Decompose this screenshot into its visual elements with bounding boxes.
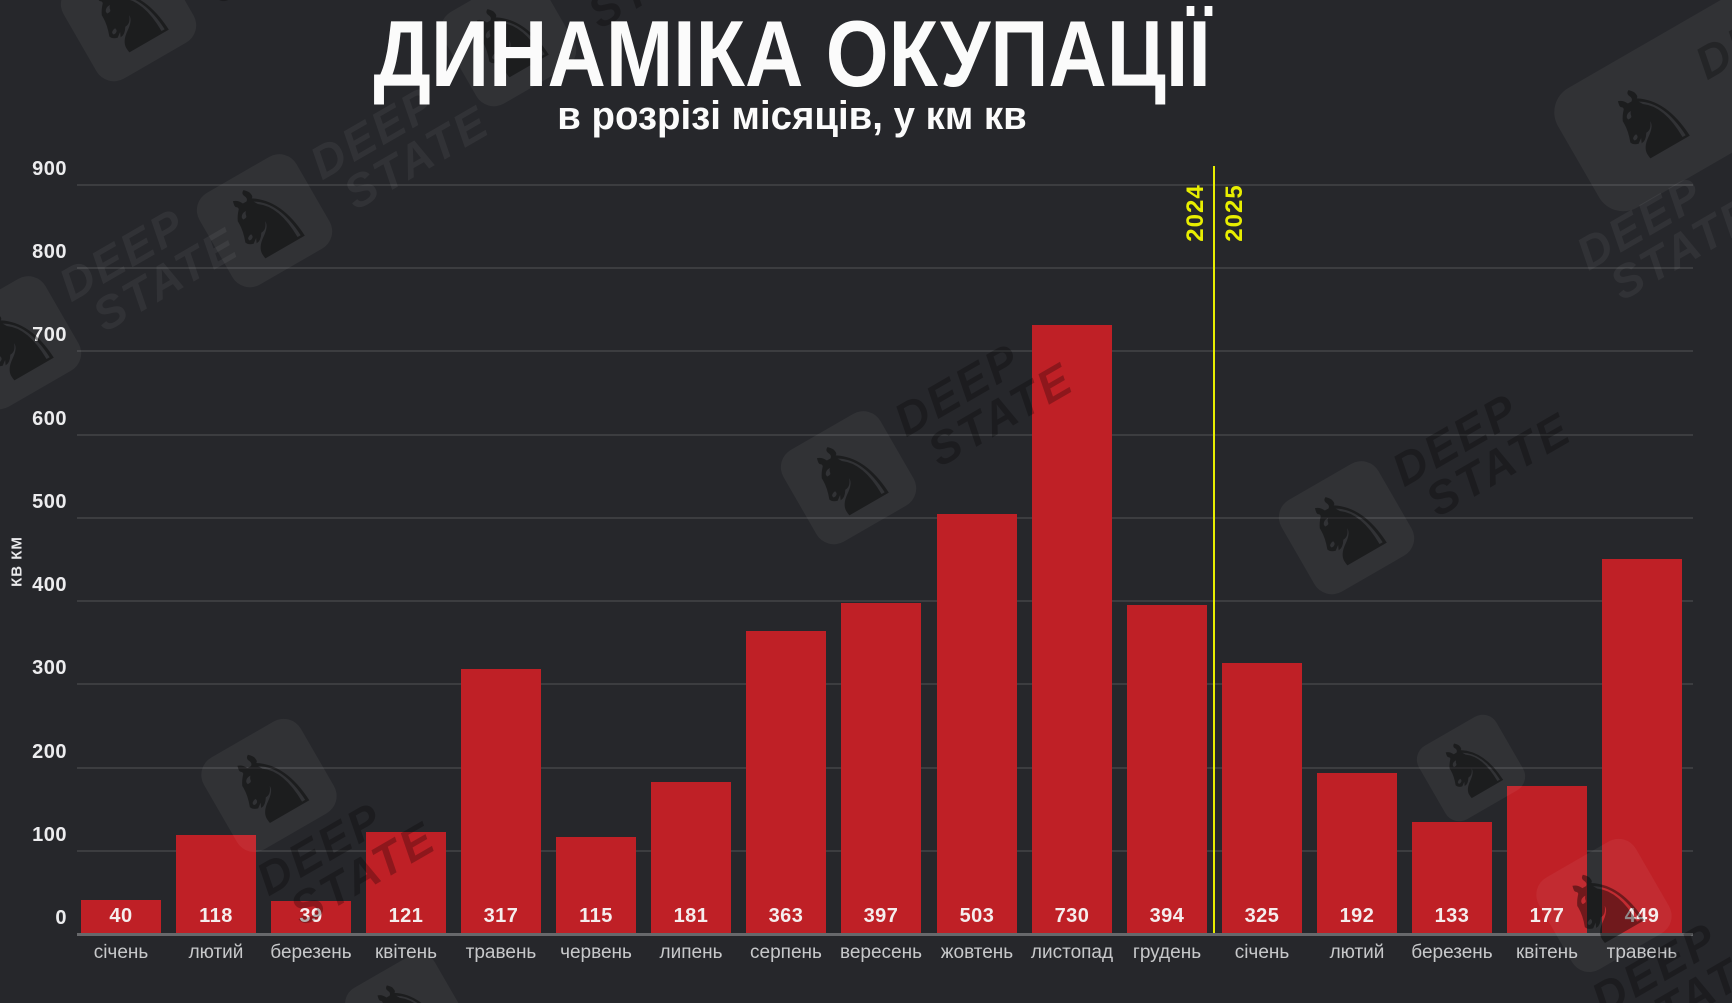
knight-icon: ♞ bbox=[1281, 457, 1412, 598]
bar-value-label: 133 bbox=[1434, 905, 1470, 927]
y-tick-800: 800 bbox=[32, 241, 67, 263]
x-tick-month: березень bbox=[270, 942, 352, 963]
bar-value-label: 397 bbox=[863, 905, 899, 927]
y-axis-label: КВ КМ bbox=[8, 536, 26, 587]
knight-icon: ♞ bbox=[199, 150, 330, 291]
gridline-700 bbox=[77, 350, 1693, 352]
x-tick-month: січень bbox=[93, 942, 149, 963]
gridline-400 bbox=[77, 600, 1693, 602]
bar-травень-4 bbox=[461, 669, 541, 933]
y-tick-400: 400 bbox=[32, 574, 67, 596]
x-tick-month: серпень bbox=[750, 942, 822, 963]
bar-лютий-1 bbox=[176, 835, 256, 933]
year-divider-line bbox=[1213, 166, 1215, 933]
bar-листопад-10 bbox=[1032, 325, 1112, 933]
chart-header: ДИНАМІКА ОКУПАЦІЇ в розрізі місяців, у к… bbox=[0, 6, 1584, 139]
y-tick-600: 600 bbox=[32, 408, 67, 430]
bar-value-label: 394 bbox=[1149, 905, 1185, 927]
bar-жовтень-9 bbox=[937, 514, 1017, 933]
year-label-left: 2024 bbox=[1182, 184, 1209, 242]
deepstate-knight-badge: ♞ bbox=[773, 403, 924, 552]
year-label-right: 2025 bbox=[1221, 184, 1248, 242]
y-tick-300: 300 bbox=[32, 657, 67, 679]
x-tick-month: лютий bbox=[1329, 942, 1385, 963]
bar-березень-2 bbox=[271, 901, 351, 933]
chart-subtitle: в розрізі місяців, у км кв bbox=[557, 93, 1027, 138]
bar-серпень-7 bbox=[746, 631, 826, 933]
y-tick-100: 100 bbox=[32, 824, 67, 846]
x-tick-month: січень bbox=[1234, 942, 1290, 963]
x-axis-line bbox=[77, 933, 1693, 936]
bar-value-label: 177 bbox=[1529, 905, 1565, 927]
bar-січень-12 bbox=[1222, 663, 1302, 933]
gridline-500 bbox=[77, 517, 1693, 519]
bar-травень-16 bbox=[1602, 559, 1682, 933]
bar-січень-0 bbox=[81, 900, 161, 933]
chart-title: ДИНАМІКА ОКУПАЦІЇ bbox=[373, 1, 1211, 106]
bar-value-label: 181 bbox=[673, 905, 709, 927]
y-tick-500: 500 bbox=[32, 491, 67, 513]
x-tick-month: травень bbox=[465, 942, 537, 963]
bar-value-label: 115 bbox=[579, 905, 613, 927]
y-tick-200: 200 bbox=[32, 741, 67, 763]
bar-value-label: 730 bbox=[1054, 905, 1090, 927]
x-tick-month: грудень bbox=[1132, 942, 1202, 963]
bar-квітень-15 bbox=[1507, 786, 1587, 933]
gridline-800 bbox=[77, 267, 1693, 269]
bar-value-label: 317 bbox=[483, 905, 519, 927]
bar-value-label: 325 bbox=[1244, 905, 1280, 927]
bar-березень-14 bbox=[1412, 822, 1492, 933]
x-tick-month: липень bbox=[659, 942, 723, 963]
y-tick-900: 900 bbox=[32, 158, 67, 180]
gridline-900 bbox=[77, 184, 1693, 186]
bar-value-label: 121 bbox=[388, 905, 424, 927]
x-tick-month: жовтень bbox=[940, 942, 1014, 963]
x-tick-month: лютий bbox=[188, 942, 244, 963]
x-tick-month: квітень bbox=[1515, 942, 1579, 963]
bar-value-label: 40 bbox=[109, 905, 133, 927]
x-tick-month: травень bbox=[1606, 942, 1678, 963]
bar-value-label: 503 bbox=[959, 905, 995, 927]
bar-грудень-11 bbox=[1127, 605, 1207, 933]
bar-лютий-13 bbox=[1317, 773, 1397, 933]
bar-вересень-8 bbox=[841, 603, 921, 933]
x-tick-month: червень bbox=[560, 942, 632, 963]
y-tick-700: 700 bbox=[32, 324, 67, 346]
gridline-600 bbox=[77, 434, 1693, 436]
bar-value-label: 449 bbox=[1624, 905, 1660, 927]
bar-липень-6 bbox=[651, 782, 731, 933]
deepstate-knight-badge: ♞ bbox=[1271, 453, 1422, 602]
bar-value-label: 192 bbox=[1339, 905, 1375, 927]
x-tick-month: квітень bbox=[374, 942, 438, 963]
knight-icon: ♞ bbox=[203, 715, 335, 856]
y-tick-0: 0 bbox=[55, 907, 67, 929]
bar-value-label: 118 bbox=[199, 905, 233, 927]
bar-value-label: 363 bbox=[768, 905, 804, 927]
x-tick-month: березень bbox=[1411, 942, 1493, 963]
deepstate-knight-badge: ♞ bbox=[189, 146, 340, 295]
bar-квітень-3 bbox=[366, 832, 446, 933]
bar-value-label: 39 bbox=[299, 905, 323, 927]
deepstate-knight-badge: ♞ bbox=[1575, 47, 1725, 195]
x-tick-month: листопад bbox=[1030, 942, 1114, 963]
x-tick-month: вересень bbox=[839, 942, 923, 963]
knight-icon: ♞ bbox=[1584, 50, 1715, 191]
bar-червень-5 bbox=[556, 837, 636, 933]
deepstate-watermark: DEEP STATE bbox=[1567, 153, 1732, 314]
